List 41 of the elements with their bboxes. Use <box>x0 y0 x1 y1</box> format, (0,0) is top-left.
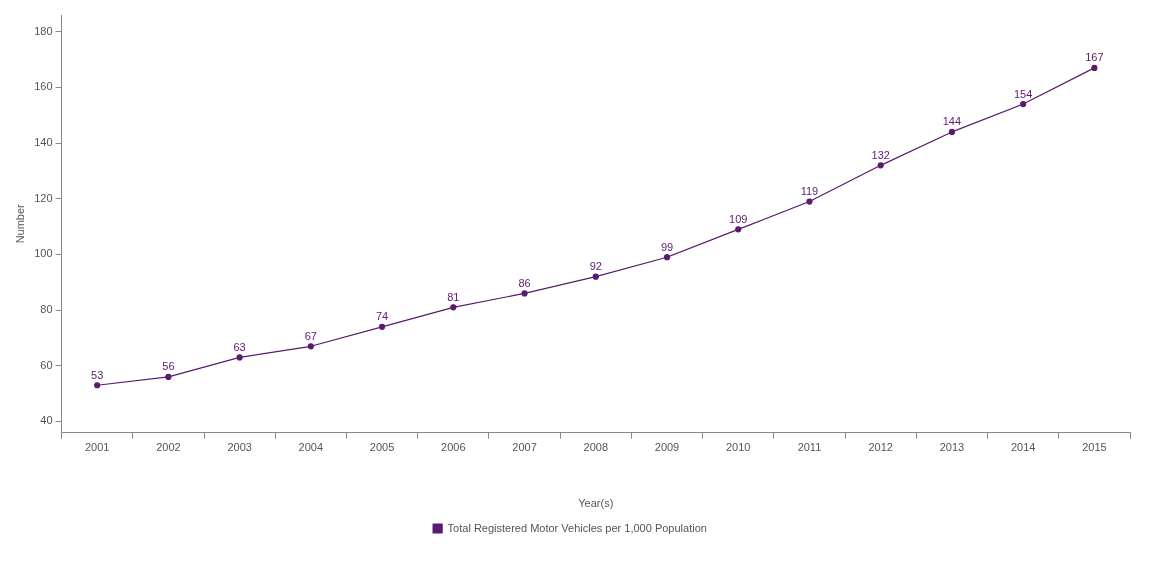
data-label: 86 <box>518 276 531 289</box>
x-tick-label: 2015 <box>1082 441 1107 454</box>
data-label: 154 <box>1013 87 1033 100</box>
data-label: 56 <box>162 360 175 373</box>
legend-label: Total Registered Motor Vehicles per 1,000 Population <box>447 521 707 534</box>
x-tick-label: 2006 <box>441 441 466 454</box>
x-tick-label: 2007 <box>512 441 537 454</box>
x-tick-label: 2003 <box>227 441 252 454</box>
y-tick-label: 180 <box>34 24 53 37</box>
data-label: 67 <box>304 329 317 342</box>
data-label: 81 <box>447 290 460 303</box>
y-tick-label: 120 <box>34 191 53 204</box>
data-label: 132 <box>871 148 890 161</box>
y-tick-label: 160 <box>34 80 53 93</box>
y-tick-label: 140 <box>34 136 53 149</box>
y-tick-label: 60 <box>40 358 53 371</box>
data-label: 53 <box>91 368 104 381</box>
data-label: 99 <box>660 240 674 253</box>
x-tick-label: 2004 <box>298 441 324 454</box>
y-tick-label: 40 <box>40 414 53 427</box>
x-axis-title: Year(s) <box>578 497 614 510</box>
x-tick-label: 2009 <box>654 441 680 454</box>
data-label: 109 <box>729 212 748 225</box>
data-label: 167 <box>1085 51 1104 64</box>
data-label: 144 <box>942 115 962 128</box>
x-tick-label: 2008 <box>583 441 609 454</box>
x-tick-label: 2012 <box>868 441 893 454</box>
x-tick-label: 2005 <box>369 441 395 454</box>
data-label: 92 <box>589 260 602 273</box>
x-tick-label: 2001 <box>84 441 110 454</box>
data-label: 74 <box>375 310 389 323</box>
x-tick-label: 2013 <box>939 441 965 454</box>
x-tick-label: 2010 <box>725 441 751 454</box>
data-label: 119 <box>800 185 819 198</box>
x-tick-label: 2011 <box>797 441 822 454</box>
y-tick-label: 100 <box>34 247 53 260</box>
y-tick-label: 80 <box>40 303 53 316</box>
data-label: 63 <box>233 340 246 353</box>
x-tick-label: 2002 <box>156 441 181 454</box>
y-axis-title: Number <box>13 203 26 244</box>
x-tick-label: 2014 <box>1010 441 1036 454</box>
